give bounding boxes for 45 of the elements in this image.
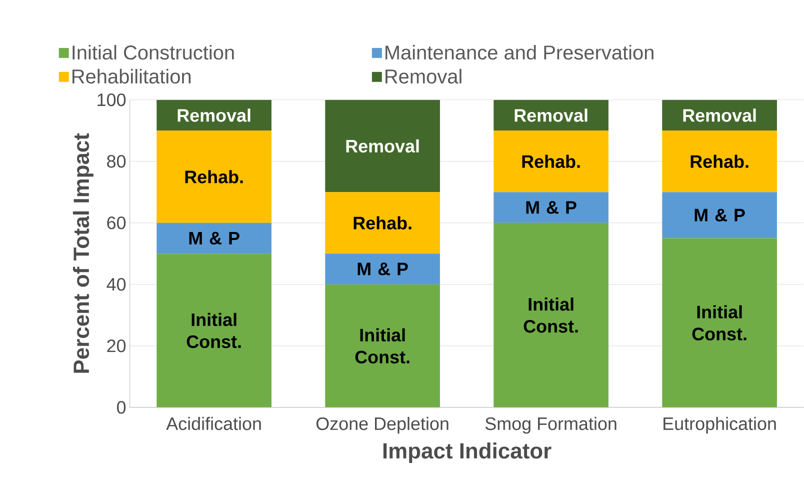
bar	[156, 222, 272, 254]
data-label: Removal	[514, 108, 588, 122]
data-label: Removal	[346, 139, 419, 152]
bar	[494, 222, 608, 408]
data-label: Rehab.	[690, 154, 748, 168]
data-label: Initial Const.	[355, 328, 410, 364]
legend-label: Removal	[386, 68, 462, 84]
bar	[494, 130, 608, 192]
data-label: Initial Const.	[692, 305, 746, 340]
y-axis-title: Percent of Total Impact	[72, 133, 94, 373]
x-tick-label: Eutrophication	[664, 416, 776, 434]
bar	[325, 253, 440, 284]
legend-label: Initial Construction	[72, 44, 234, 60]
y-tick-label: 80	[107, 154, 126, 168]
bar	[156, 253, 272, 408]
data-label: Initial Const.	[524, 297, 578, 333]
y-tick-label: 40	[106, 278, 126, 291]
data-label: Removal	[683, 108, 756, 122]
data-label: M & P	[526, 201, 576, 214]
x-tick-label: Ozone Depletion	[316, 416, 448, 434]
data-label: M & P	[358, 262, 408, 276]
y-tick-label: 60	[107, 216, 126, 230]
bar	[325, 284, 440, 408]
y-tick-label: 100	[98, 93, 126, 106]
bar	[325, 192, 440, 254]
bar	[662, 192, 777, 238]
bar	[494, 192, 608, 223]
legend-label: Maintenance and Preservation	[386, 44, 654, 60]
data-label: Rehab.	[522, 154, 580, 168]
data-label: Rehab.	[354, 216, 412, 230]
bar	[325, 100, 440, 192]
data-label: M & P	[694, 208, 745, 222]
data-label: Rehab.	[185, 170, 243, 184]
data-label: M & P	[189, 232, 240, 244]
data-label: Initial Const.	[186, 312, 241, 348]
bar	[662, 130, 777, 192]
y-tick-label: 0	[116, 400, 126, 414]
data-label: Removal	[178, 108, 250, 122]
x-tick-label: Acidification	[166, 416, 261, 430]
bar	[156, 130, 272, 223]
legend-label: Rehabilitation	[72, 68, 191, 84]
y-tick-label: 20	[107, 339, 126, 352]
x-axis-title: Impact Indicator	[383, 442, 552, 463]
bar	[662, 238, 777, 408]
x-tick-label: Smog Formation	[485, 416, 616, 434]
